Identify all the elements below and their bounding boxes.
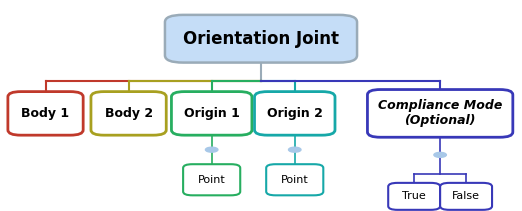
FancyBboxPatch shape: [440, 183, 492, 210]
FancyBboxPatch shape: [388, 183, 440, 210]
Text: Body 1: Body 1: [21, 107, 69, 120]
Text: Compliance Mode
(Optional): Compliance Mode (Optional): [378, 99, 502, 127]
FancyBboxPatch shape: [255, 92, 335, 135]
Text: Point: Point: [198, 175, 226, 185]
Text: False: False: [452, 191, 480, 201]
FancyBboxPatch shape: [8, 92, 83, 135]
Circle shape: [289, 147, 301, 152]
Text: Orientation Joint: Orientation Joint: [183, 30, 339, 48]
Text: Origin 1: Origin 1: [184, 107, 240, 120]
Text: Point: Point: [281, 175, 309, 185]
FancyBboxPatch shape: [183, 164, 240, 195]
FancyBboxPatch shape: [266, 164, 323, 195]
Circle shape: [434, 152, 446, 157]
FancyBboxPatch shape: [91, 92, 166, 135]
Text: Body 2: Body 2: [104, 107, 152, 120]
FancyBboxPatch shape: [171, 92, 252, 135]
Text: Origin 2: Origin 2: [267, 107, 323, 120]
Text: True: True: [402, 191, 426, 201]
Circle shape: [206, 147, 218, 152]
FancyBboxPatch shape: [165, 15, 357, 63]
FancyBboxPatch shape: [367, 89, 513, 137]
